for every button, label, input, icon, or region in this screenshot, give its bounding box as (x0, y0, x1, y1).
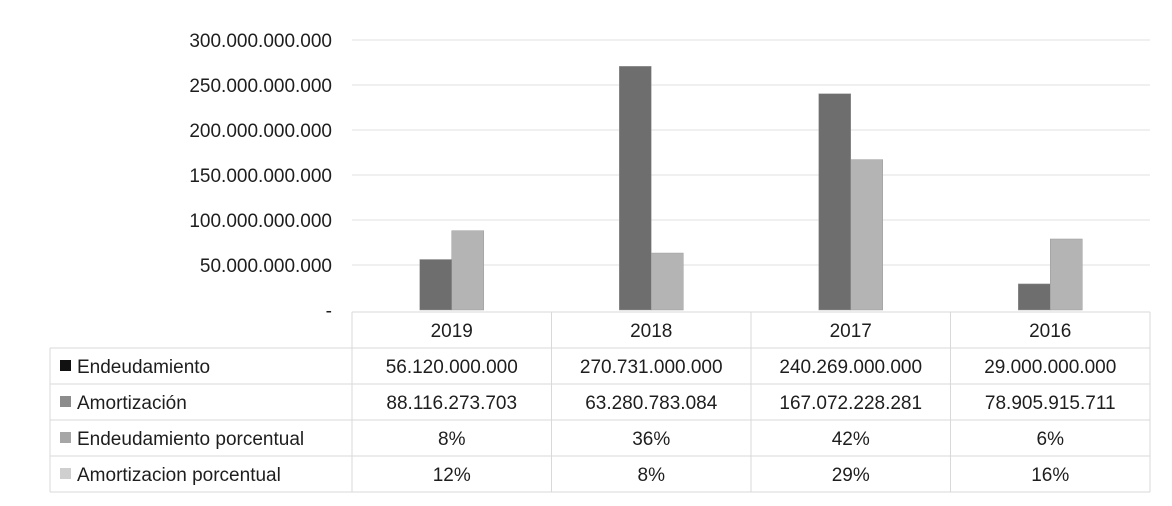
category-label: 2017 (830, 321, 872, 342)
series-label: Amortización (77, 393, 187, 414)
y-tick-label: 50.000.000.000 (200, 256, 332, 277)
legend-key (60, 396, 71, 407)
y-tick-label: - (326, 301, 332, 322)
data-label: 78.905.915.711 (985, 393, 1116, 414)
bar-endeudamiento-2017 (818, 93, 851, 311)
legend-key (60, 468, 71, 479)
y-tick-label: 100.000.000.000 (189, 211, 332, 232)
bar-amortizacion-2017 (850, 159, 883, 311)
legend-key (60, 360, 71, 371)
bars (419, 66, 1083, 311)
legend-key (60, 432, 71, 443)
gridlines (352, 39, 1150, 266)
y-tick-label: 200.000.000.000 (189, 121, 332, 142)
data-label: 8% (638, 465, 666, 486)
data-label: 16% (1031, 465, 1069, 486)
category-label: 2018 (630, 321, 672, 342)
data-label: 8% (438, 429, 466, 450)
bar-amortizacion-2016 (1050, 238, 1083, 311)
data-label: 29.000.000.000 (984, 357, 1116, 378)
series-label: Endeudamiento (77, 357, 210, 378)
data-label: 56.120.000.000 (386, 357, 518, 378)
data-label: 270.731.000.000 (580, 357, 723, 378)
bar-amortizacion-2019 (451, 230, 484, 311)
y-tick-label: 250.000.000.000 (189, 76, 332, 97)
y-tick-label: 300.000.000.000 (189, 31, 332, 52)
data-label: 12% (433, 465, 471, 486)
series-label: Endeudamiento porcentual (77, 429, 304, 450)
y-tick-label: 150.000.000.000 (189, 166, 332, 187)
data-label: 36% (632, 429, 670, 450)
data-label: 240.269.000.000 (779, 357, 922, 378)
bar-endeudamiento-2018 (619, 66, 652, 311)
y-axis-ticks: - 50.000.000.000 100.000.000.000 150.000.00… (189, 31, 332, 322)
category-label: 2016 (1029, 321, 1071, 342)
category-label: 2019 (431, 321, 473, 342)
data-label: 88.116.273.703 (386, 393, 517, 414)
data-label: 42% (832, 429, 870, 450)
bar-endeudamiento-2016 (1018, 283, 1051, 311)
data-label: 6% (1037, 429, 1065, 450)
data-label: 29% (832, 465, 870, 486)
data-label: 63.280.783.084 (585, 393, 718, 414)
bar-endeudamiento-2019 (419, 259, 452, 311)
series-label: Amortizacion porcentual (77, 465, 281, 486)
data-table: 2019 2018 2017 2016 Endeudamiento 56.120.000.… (49, 311, 1151, 493)
bar-amortizacion-2018 (651, 252, 684, 311)
data-label: 167.072.228.281 (779, 393, 922, 414)
